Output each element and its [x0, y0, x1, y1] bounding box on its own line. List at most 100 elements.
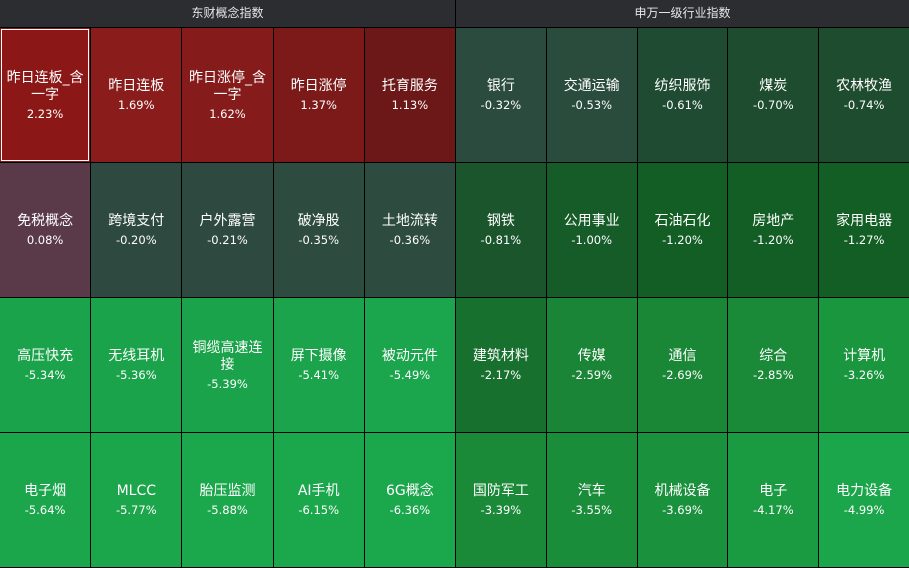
tile-name: 国防军工: [472, 483, 529, 499]
tile-name: 石油石化: [654, 213, 711, 229]
panel-title: 申万一级行业指数: [456, 0, 909, 27]
tile-change: 2.23%: [26, 106, 64, 121]
heatmap-tile[interactable]: 传媒 -2.59%: [546, 298, 637, 432]
tile-name: 传媒: [577, 348, 606, 364]
tile-name: 综合: [759, 348, 788, 364]
tile-name: 昨日涨停_含一字: [188, 69, 266, 103]
tile-name: 交通运输: [563, 78, 620, 94]
heatmap-tile[interactable]: 公用事业 -1.00%: [546, 163, 637, 297]
heatmap-tile[interactable]: 胎压监测 -5.88%: [182, 433, 273, 567]
heatmap-tile[interactable]: 家用电器 -1.27%: [819, 163, 909, 297]
heatmap-tile[interactable]: 昨日连板_含一字 2.23%: [0, 28, 91, 162]
tile-change: -6.15%: [298, 503, 340, 517]
heatmap-tile[interactable]: 国防军工 -3.39%: [456, 433, 546, 567]
heatmap-tile[interactable]: 土地流转 -0.36%: [364, 163, 455, 297]
tile-change: -1.20%: [752, 233, 794, 247]
tile-name: 无线耳机: [108, 348, 165, 364]
tile-change: 0.08%: [26, 233, 64, 247]
tile-name: 胎压监测: [199, 483, 256, 499]
tile-change: -2.59%: [571, 368, 613, 382]
tile-name: 电子烟: [24, 483, 67, 499]
tile-name: 纺织服饰: [654, 78, 711, 94]
heatmap-tile[interactable]: 高压快充 -5.34%: [0, 298, 91, 432]
heatmap-tile[interactable]: 昨日连板 1.69%: [91, 28, 182, 162]
tile-name: 屏下摄像: [290, 348, 347, 364]
heatmap-tile[interactable]: 农林牧渔 -0.74%: [819, 28, 909, 162]
tile-change: -0.61%: [662, 98, 703, 112]
tile-name: 6G概念: [386, 483, 434, 499]
tile-change: -0.20%: [115, 233, 157, 247]
tile-change: -1.00%: [571, 233, 613, 247]
tile-change: -5.49%: [389, 368, 431, 382]
heatmap-tile[interactable]: 免税概念 0.08%: [0, 163, 91, 297]
tile-name: 电子: [759, 483, 788, 499]
heatmap-tile[interactable]: 6G概念 -6.36%: [364, 433, 455, 567]
heatmap-tile[interactable]: 综合 -2.85%: [728, 298, 819, 432]
tile-change: 1.13%: [391, 98, 429, 112]
heatmap-tile[interactable]: 电力设备 -4.99%: [819, 433, 909, 567]
tile-name: 高压快充: [17, 348, 74, 364]
heatmap-tile[interactable]: 银行 -0.32%: [456, 28, 546, 162]
tile-name: 煤炭: [759, 78, 788, 94]
tile-change: -0.70%: [752, 98, 794, 112]
heatmap-tile[interactable]: AI手机 -6.15%: [273, 433, 364, 567]
heatmap-tile[interactable]: 机械设备 -3.69%: [637, 433, 728, 567]
heatmap-tile[interactable]: 电子烟 -5.64%: [0, 433, 91, 567]
heatmap-tile[interactable]: 铜缆高速连接 -5.39%: [182, 298, 273, 432]
heatmap-tile[interactable]: 通信 -2.69%: [637, 298, 728, 432]
heatmap-tile[interactable]: 户外露营 -0.21%: [182, 163, 273, 297]
tile-name: 铜缆高速连接: [192, 339, 263, 373]
tile-change: -3.55%: [571, 503, 613, 517]
tile-name: 汽车: [577, 483, 606, 499]
heatmap-tile[interactable]: 钢铁 -0.81%: [456, 163, 546, 297]
tile-name: 昨日连板_含一字: [6, 69, 84, 103]
tile-change: -6.36%: [389, 503, 431, 517]
tile-name: MLCC: [116, 483, 156, 499]
heatmap-tile[interactable]: MLCC -5.77%: [91, 433, 182, 567]
tile-change: -3.69%: [662, 503, 703, 517]
tile-name: 户外露营: [199, 213, 256, 229]
heatmap-tile[interactable]: 屏下摄像 -5.41%: [273, 298, 364, 432]
heatmap-tile[interactable]: 计算机 -3.26%: [819, 298, 909, 432]
heatmap-tile[interactable]: 被动元件 -5.49%: [364, 298, 455, 432]
tile-change: -3.26%: [843, 368, 885, 382]
heatmap-tile[interactable]: 托育服务 1.13%: [364, 28, 455, 162]
tile-change: -0.36%: [389, 233, 431, 247]
heatmap-tile[interactable]: 石油石化 -1.20%: [637, 163, 728, 297]
tile-change: -1.20%: [662, 233, 703, 247]
heatmap-tile[interactable]: 煤炭 -0.70%: [728, 28, 819, 162]
heatmap-tile[interactable]: 破净股 -0.35%: [273, 163, 364, 297]
tile-change: -0.35%: [298, 233, 340, 247]
tile-name: 机械设备: [654, 483, 711, 499]
tile-change: -2.69%: [662, 368, 703, 382]
tile-name: 被动元件: [381, 348, 438, 364]
tile-change: -5.88%: [207, 503, 248, 517]
tile-name: 建筑材料: [472, 348, 529, 364]
tile-name: AI手机: [297, 483, 340, 499]
tile-name: 通信: [668, 348, 697, 364]
tile-change: 1.37%: [300, 98, 337, 112]
heatmap-tile[interactable]: 电子 -4.17%: [728, 433, 819, 567]
tile-change: -5.39%: [207, 376, 248, 391]
heatmap-tile[interactable]: 汽车 -3.55%: [546, 433, 637, 567]
tile-change: -5.77%: [115, 503, 157, 517]
tile-change: -5.36%: [115, 368, 157, 382]
tile-change: -0.21%: [207, 233, 248, 247]
heatmap-tile[interactable]: 昨日涨停_含一字 1.62%: [182, 28, 273, 162]
tile-change: -0.74%: [843, 98, 885, 112]
heatmap-tile[interactable]: 建筑材料 -2.17%: [456, 298, 546, 432]
tile-change: -5.34%: [24, 368, 66, 382]
tile-name: 银行: [486, 78, 515, 94]
tile-change: -5.41%: [298, 368, 340, 382]
heatmap-tile[interactable]: 纺织服饰 -0.61%: [637, 28, 728, 162]
heatmap-tile[interactable]: 无线耳机 -5.36%: [91, 298, 182, 432]
heatmap-tile[interactable]: 跨境支付 -0.20%: [91, 163, 182, 297]
tile-change: 1.69%: [118, 98, 155, 112]
heatmap-tile[interactable]: 交通运输 -0.53%: [546, 28, 637, 162]
tile-change: -4.99%: [843, 503, 885, 517]
tile-name: 房地产: [752, 213, 795, 229]
heatmap-tile[interactable]: 房地产 -1.20%: [728, 163, 819, 297]
heatmap-tile[interactable]: 昨日涨停 1.37%: [273, 28, 364, 162]
panel-title: 东财概念指数: [0, 0, 455, 27]
